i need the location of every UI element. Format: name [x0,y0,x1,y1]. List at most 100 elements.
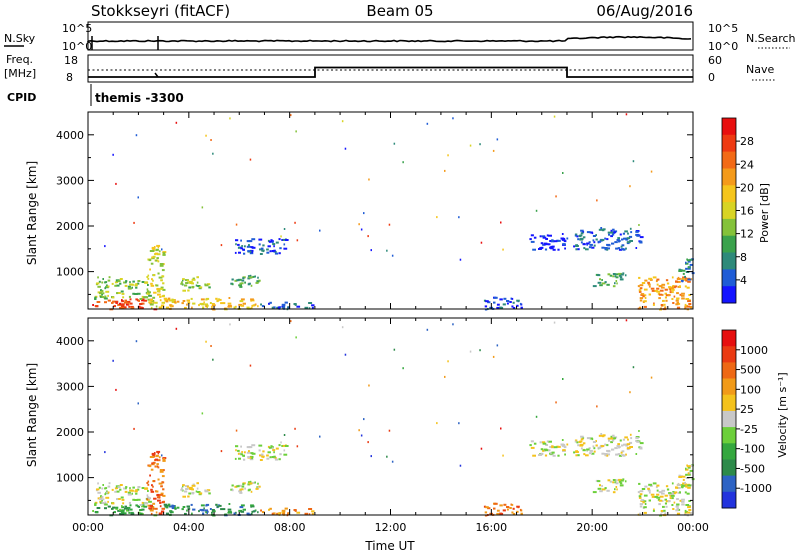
echo-cell [260,509,262,512]
echo-cell [139,509,143,511]
echo-cell [94,298,97,300]
echo-cell [129,281,131,284]
echo-cell [147,284,149,286]
echo-cell [141,508,145,511]
echo-cell [250,457,254,460]
echo-cell [113,305,116,308]
echo-cell [243,252,246,255]
echo-cell [152,480,156,483]
echo-cell [540,246,544,249]
echo-cell [647,489,651,492]
echo-cell [155,252,158,255]
echo-cell [273,451,275,454]
echo-cell [667,294,671,297]
echo-cell [184,512,187,515]
echo-cell [606,238,609,241]
echo-cell [689,469,694,472]
echo-cell [638,240,641,243]
echo-cell [237,484,242,487]
echo-cell [548,440,552,443]
echo-cell [593,241,596,244]
echo-cell [228,304,232,307]
echo-cell [248,276,253,279]
echo-cell [233,512,236,515]
echo-cell [519,302,522,305]
echo-cell [161,507,165,510]
echo-cell [689,258,694,261]
echo-point [458,422,460,425]
echo-cell [146,276,149,278]
echo-cell [186,505,190,508]
echo-cell [593,244,596,247]
echo-cell [685,267,688,270]
echo-cell [219,504,222,507]
echo-cell [564,247,566,250]
echo-cell [119,484,123,486]
echo-cell [273,249,276,252]
echo-cell [612,437,616,440]
echo-cell [278,252,281,255]
colorbar-tick-label: 100 [740,383,761,396]
echo-cell [287,307,289,310]
echo-cell [667,500,671,503]
echo-cell [205,297,210,300]
echo-cell [132,498,135,501]
echo-cell [548,449,551,452]
echo-cell [159,470,164,473]
echo-cell [269,250,272,253]
echo-cell [688,303,692,305]
echo-cell [162,458,166,461]
echo-cell [146,292,150,295]
echo-point [229,117,231,120]
y-tick-label: 4000 [56,335,84,348]
y-tick-label: 2000 [56,220,84,233]
echo-cell [622,272,625,275]
echo-cell [114,506,119,509]
echo-cell [511,297,514,300]
echo-cell [259,253,263,255]
echo-cell [243,451,246,454]
echo-cell [543,449,546,452]
echo-cell [121,292,125,295]
echo-cell [658,297,661,300]
echo-point [555,401,557,404]
echo-point [458,216,460,219]
echo-cell [552,454,556,457]
echo-cell [228,503,231,505]
echo-cell [624,480,627,483]
echo-cell [652,482,657,485]
echo-cell [574,439,578,442]
echo-cell [186,509,188,512]
echo-cell [616,282,618,285]
echo-cell [670,494,675,497]
echo-cell [157,478,160,481]
echo-cell [248,446,253,449]
echo-cell [682,272,685,275]
cpid-value: themis -3300 [95,91,184,105]
echo-cell [658,503,661,506]
echo-cell [583,236,586,239]
echo-cell [151,256,154,259]
echo-cell [127,508,130,511]
echo-cell [171,298,174,301]
echo-cell [241,485,245,488]
echo-cell [196,276,199,279]
echo-point [344,147,347,150]
echo-cell [155,455,158,458]
power-colorbar-label: Power [dB] [758,183,771,243]
echo-cell [621,248,625,251]
echo-cell [180,488,183,491]
echo-cell [227,302,232,305]
echo-cell [630,231,633,234]
echo-cell [272,243,276,246]
echo-cell [152,274,156,277]
power-x-axis [87,112,694,309]
echo-cell [147,483,150,486]
echo-cell [591,246,595,249]
echo-cell [615,453,619,456]
echo-cell [664,502,667,505]
echo-cell [686,511,691,514]
echo-point [447,360,449,363]
echo-cell [248,244,250,247]
echo-cell [135,298,138,301]
